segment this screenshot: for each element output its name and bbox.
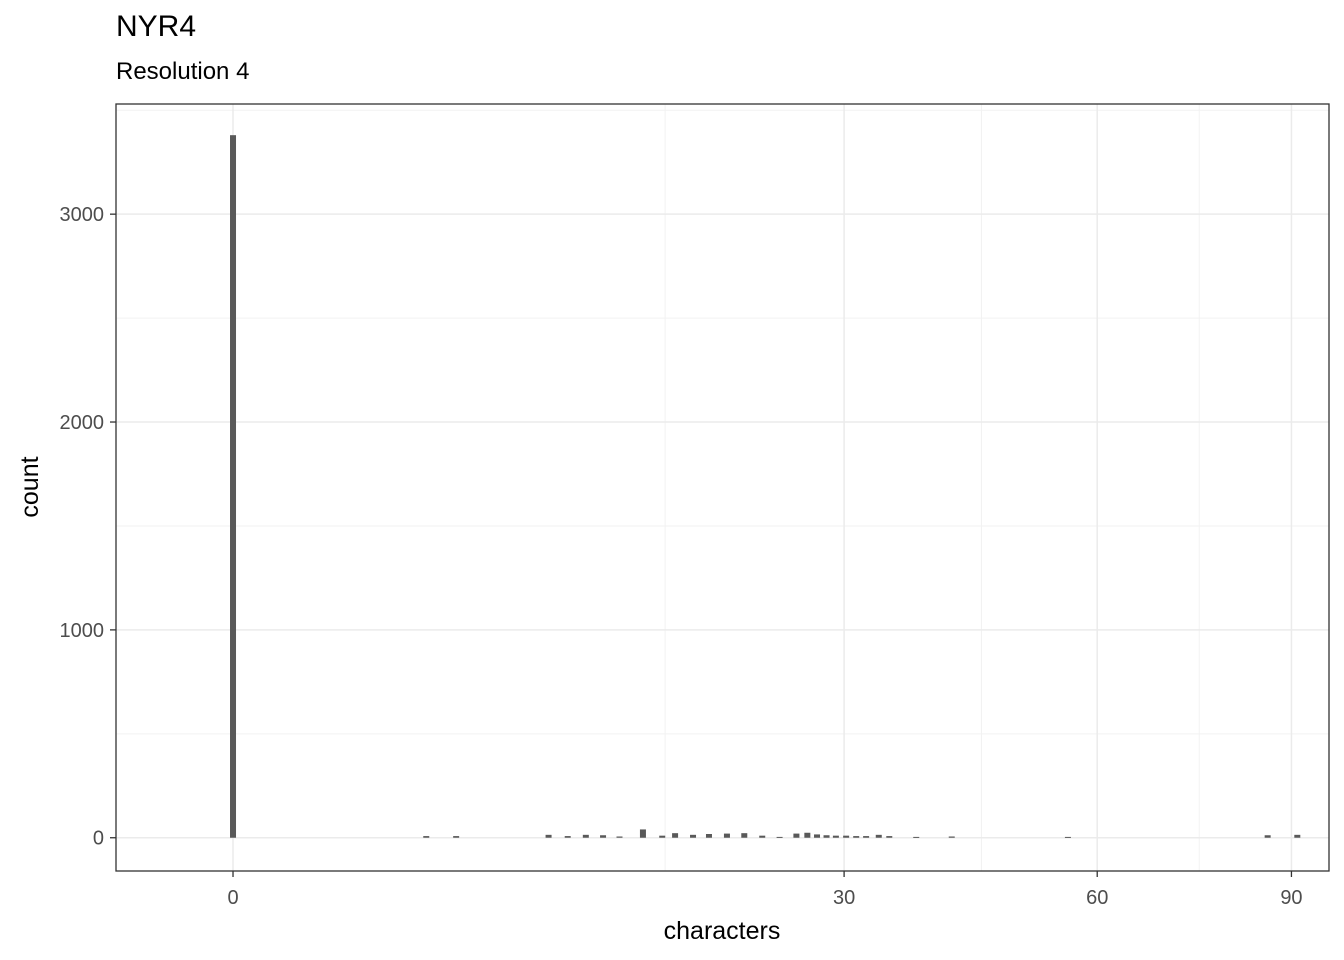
histogram-bar — [759, 835, 766, 838]
histogram-bar — [564, 836, 571, 838]
histogram-bar — [814, 834, 821, 838]
histogram-bar — [948, 836, 955, 838]
histogram-bar — [863, 836, 870, 838]
histogram-bar — [423, 836, 430, 838]
histogram-bar — [600, 835, 607, 838]
histogram-bar — [230, 135, 237, 838]
y-tick-label: 2000 — [60, 412, 105, 434]
histogram-bar — [913, 836, 920, 838]
histogram-bar — [705, 834, 712, 838]
histogram-bar — [843, 835, 850, 838]
grid-lines — [116, 104, 1329, 871]
chart-subtitle: Resolution 4 — [116, 58, 250, 85]
histogram-bar — [853, 836, 860, 838]
axis-ticks: 0 1000 2000 3000 0 30 60 90 — [60, 204, 1303, 909]
x-tick-label: 30 — [833, 887, 855, 909]
histogram-bar — [1064, 836, 1071, 838]
histogram-bar — [659, 835, 666, 838]
histogram-bar — [832, 835, 839, 838]
histogram-bar — [886, 836, 893, 838]
histogram-bar — [723, 833, 730, 838]
panel-border — [115, 103, 1330, 872]
x-tick-label: 0 — [227, 887, 238, 909]
y-tick-label: 3000 — [60, 204, 105, 226]
histogram-bar — [1294, 834, 1301, 838]
x-axis-title: characters — [664, 917, 781, 945]
histogram-bar — [793, 833, 800, 838]
histogram-bar — [690, 834, 697, 838]
histogram-bar — [672, 833, 679, 838]
chart-title: NYR4 — [116, 10, 197, 43]
bars — [230, 135, 1301, 838]
histogram-bar — [804, 832, 811, 838]
histogram-bar — [453, 836, 460, 838]
histogram-bar — [741, 833, 748, 838]
histogram-bar — [545, 834, 552, 838]
histogram-bar — [582, 834, 589, 838]
histogram-bar — [1264, 835, 1271, 838]
histogram-bar — [776, 836, 783, 838]
histogram-bar — [875, 834, 882, 838]
x-tick-label: 60 — [1086, 887, 1108, 909]
histogram-bar — [823, 835, 830, 838]
x-tick-label: 90 — [1280, 887, 1302, 909]
y-tick-label: 1000 — [60, 620, 105, 642]
y-tick-label: 0 — [93, 828, 104, 850]
y-axis-title: count — [16, 456, 44, 517]
histogram-bar — [616, 836, 623, 838]
histogram-bar — [639, 829, 646, 838]
